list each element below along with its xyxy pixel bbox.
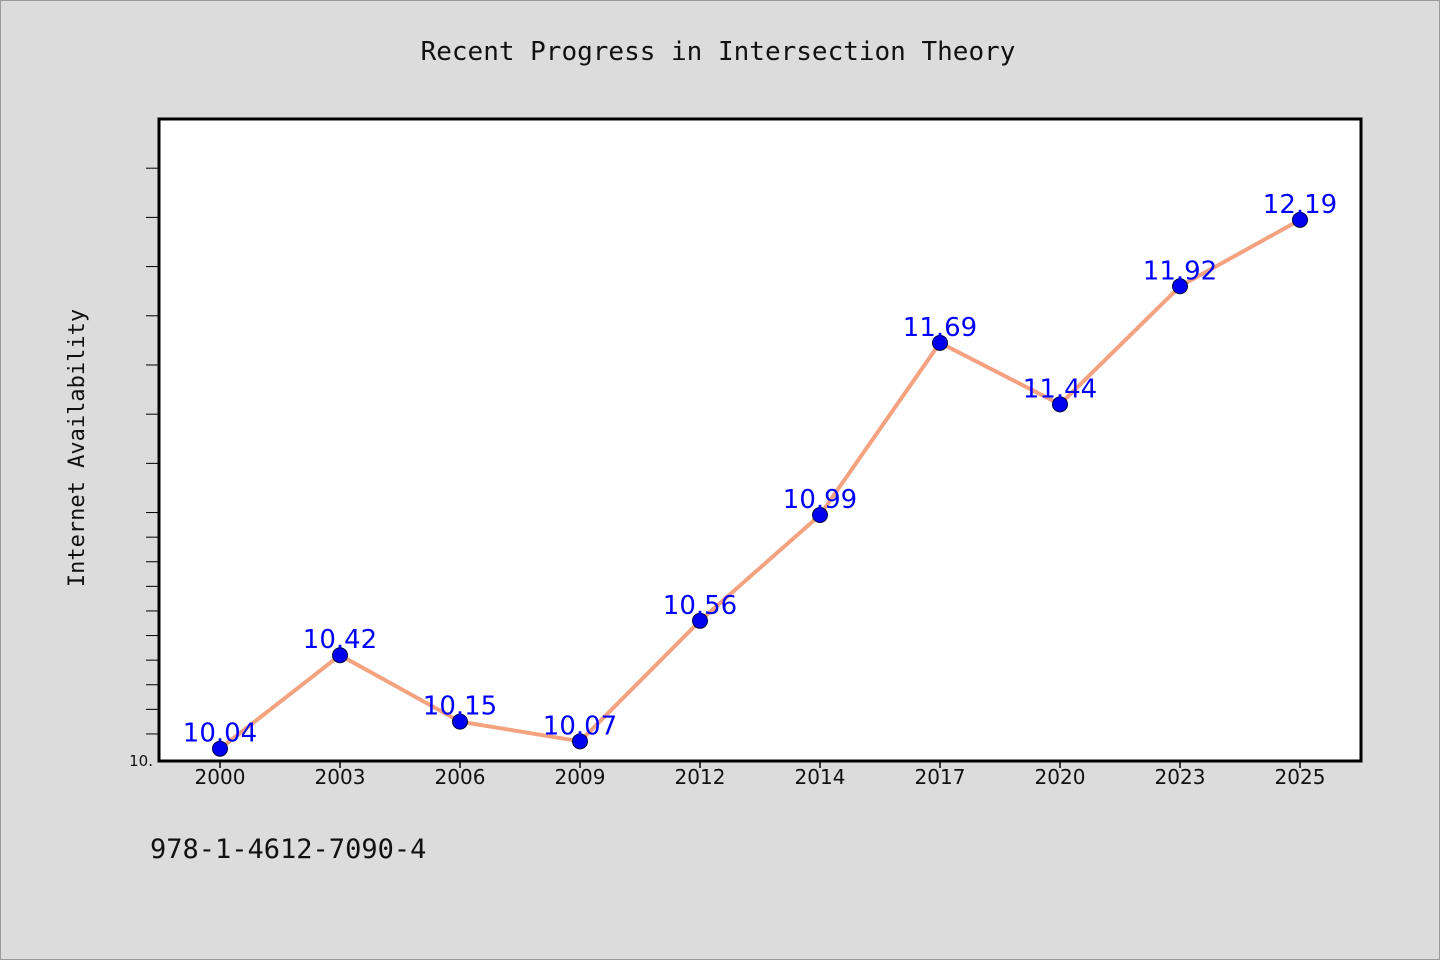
data-label: 11.69 [903, 313, 977, 343]
x-tick-label: 2017 [915, 765, 966, 789]
data-label: 10.07 [543, 711, 617, 741]
x-tick-label: 2020 [1035, 765, 1086, 789]
y-axis-ticks: 10. [129, 167, 159, 770]
series-line [218, 217, 1302, 751]
data-point [572, 733, 588, 750]
x-axis-ticks: 2000 2003 2006 2009 2012 2014 2017 2020 2023 2025 [195, 761, 1326, 789]
x-tick-label: 2025 [1275, 765, 1326, 789]
x-tick-label: 2023 [1155, 765, 1206, 789]
y-tick-label: 10. [129, 752, 153, 770]
series-layer: 10.04 10.42 10.15 10.07 10.56 10.99 11.69 11.44… [183, 190, 1337, 757]
data-point [452, 713, 468, 730]
x-tick-label: 2000 [195, 765, 246, 789]
chart-title: Recent Progress in Intersection Theory [421, 37, 1016, 67]
data-label: 11.92 [1143, 256, 1217, 286]
data-point [1172, 278, 1188, 295]
data-label: 10.99 [783, 485, 857, 515]
y-axis-label: Internet Availability [65, 309, 90, 587]
plot-area [157, 117, 1363, 763]
data-label: 12.19 [1263, 190, 1337, 220]
data-point [812, 507, 828, 524]
data-point [1052, 396, 1068, 413]
data-label: 10.42 [303, 625, 377, 655]
data-label: 11.44 [1023, 374, 1097, 404]
data-point [932, 334, 948, 351]
x-tick-label: 2003 [315, 765, 366, 789]
isbn-label: 978-1-4612-7090-4 [150, 834, 427, 865]
data-point [1292, 211, 1308, 228]
data-label: 10.04 [183, 719, 257, 749]
data-label: 10.56 [663, 591, 737, 621]
data-point [692, 612, 708, 629]
x-tick-label: 2012 [675, 765, 726, 789]
x-tick-label: 2009 [555, 765, 606, 789]
x-tick-label: 2014 [795, 765, 846, 789]
x-tick-label: 2006 [435, 765, 486, 789]
data-point [212, 740, 228, 757]
data-point [332, 647, 348, 664]
data-label: 10.15 [423, 692, 497, 722]
